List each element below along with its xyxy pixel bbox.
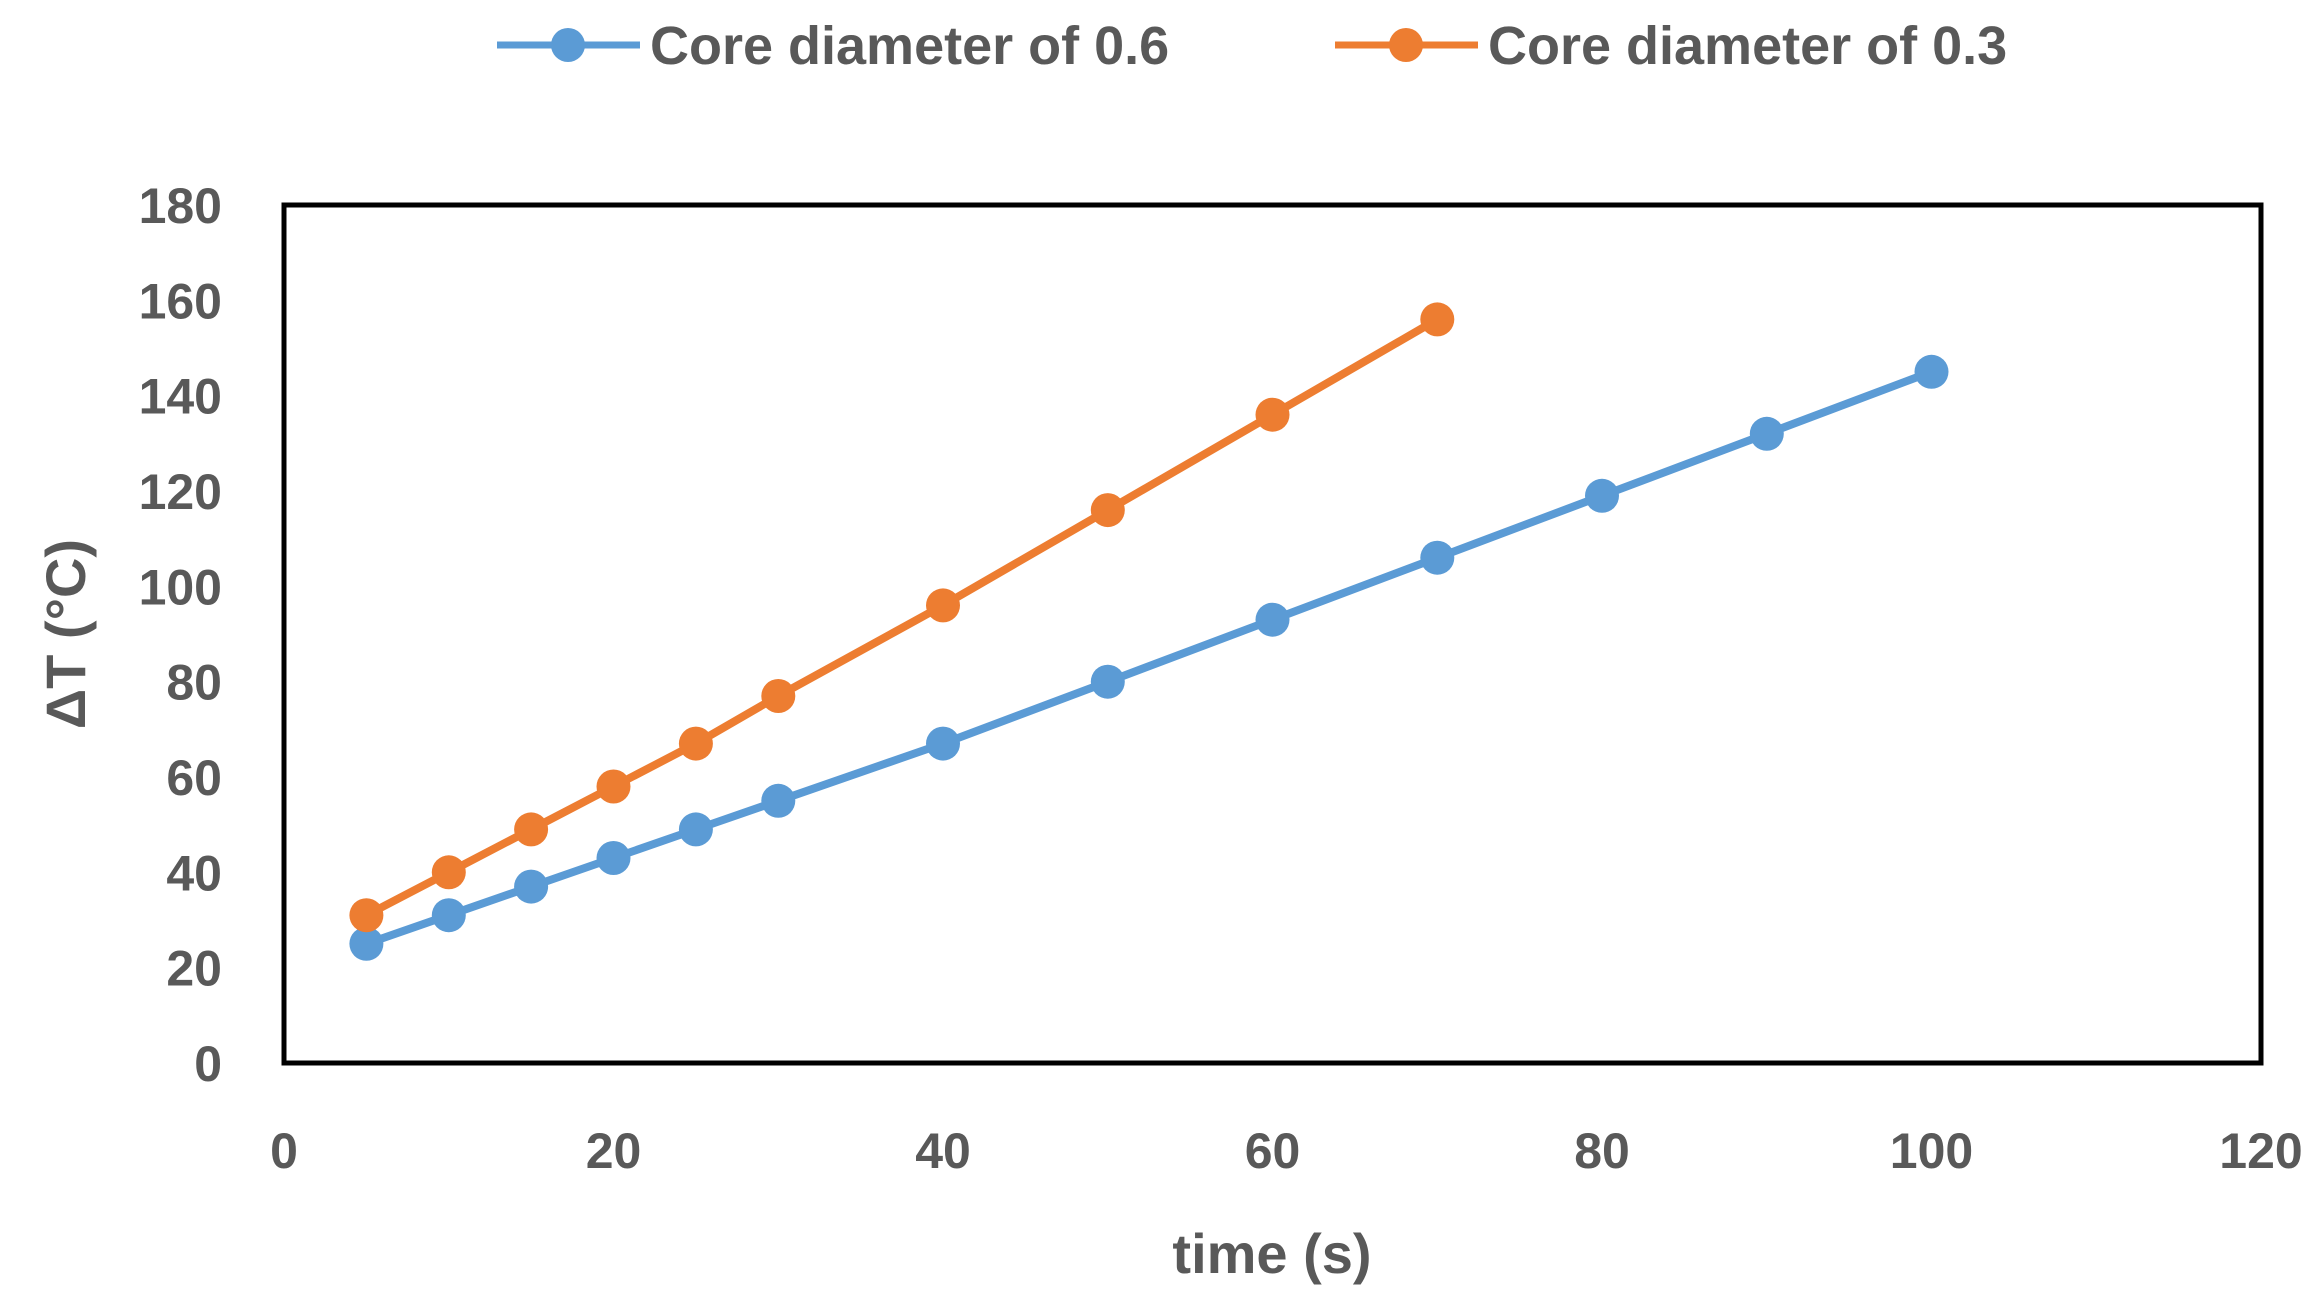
- plot-area-frame: [281, 202, 2264, 1066]
- x-tick-label: 120: [2219, 1123, 2302, 1179]
- y-tick-label: 140: [139, 369, 222, 425]
- legend-swatch-marker: [551, 28, 585, 62]
- data-point: [1749, 416, 1784, 451]
- data-point: [926, 726, 960, 761]
- data-point: [678, 812, 713, 847]
- data-point: [514, 812, 549, 847]
- x-tick-label: 20: [586, 1123, 642, 1179]
- y-tick-label: 160: [139, 273, 222, 329]
- series-line: [362, 315, 1442, 920]
- x-axis-ticks: 0 20 40 60 80 100 120: [270, 1123, 2303, 1179]
- x-tick-label: 0: [270, 1123, 298, 1179]
- data-point: [1585, 478, 1619, 513]
- data-point: [596, 769, 631, 804]
- data-point: [1090, 493, 1125, 528]
- x-tick-label: 60: [1245, 1123, 1301, 1179]
- legend-label-series-1: Core diameter of 0.3: [1488, 16, 2007, 76]
- x-axis-title: time (s): [1172, 1222, 1371, 1285]
- data-point: [349, 898, 384, 933]
- data-point: [1420, 302, 1455, 337]
- data-point: [761, 783, 796, 818]
- x-tick-label: 40: [915, 1123, 971, 1179]
- data-point: [431, 855, 466, 890]
- y-tick-label: 120: [139, 464, 222, 520]
- y-axis-ticks: 0 20 40 60 80 100 120 140 160 180: [139, 178, 222, 1092]
- legend: Core diameter of 0.6 Core diameter of 0.…: [497, 16, 2007, 76]
- series-1: [349, 302, 1455, 933]
- series-0: [349, 354, 1949, 961]
- data-point: [1420, 540, 1455, 575]
- y-tick-label: 80: [166, 655, 222, 711]
- y-axis-title: ΔT (°C): [34, 539, 97, 729]
- data-point: [1255, 397, 1290, 432]
- x-tick-label: 100: [1890, 1123, 1973, 1179]
- legend-entry-series-1: Core diameter of 0.3: [1335, 16, 2007, 76]
- data-point: [1914, 354, 1949, 389]
- data-point: [431, 898, 466, 933]
- legend-swatch-marker: [1389, 28, 1423, 62]
- data-point: [1255, 602, 1290, 637]
- legend-entry-series-0: Core diameter of 0.6: [497, 16, 1169, 76]
- y-tick-label: 60: [166, 750, 222, 806]
- data-point: [1090, 664, 1125, 699]
- data-point: [349, 926, 384, 961]
- y-tick-label: 100: [139, 559, 222, 615]
- data-point: [678, 726, 713, 761]
- y-tick-label: 180: [139, 178, 222, 234]
- legend-label-series-0: Core diameter of 0.6: [650, 16, 1169, 76]
- y-tick-label: 20: [166, 941, 222, 997]
- data-point: [596, 841, 631, 875]
- data-point: [926, 588, 960, 623]
- data-point: [514, 869, 549, 904]
- data-point: [761, 679, 796, 713]
- y-tick-label: 40: [166, 845, 222, 901]
- series-layer: [349, 302, 1949, 961]
- y-tick-label: 0: [194, 1036, 222, 1092]
- x-tick-label: 80: [1574, 1123, 1630, 1179]
